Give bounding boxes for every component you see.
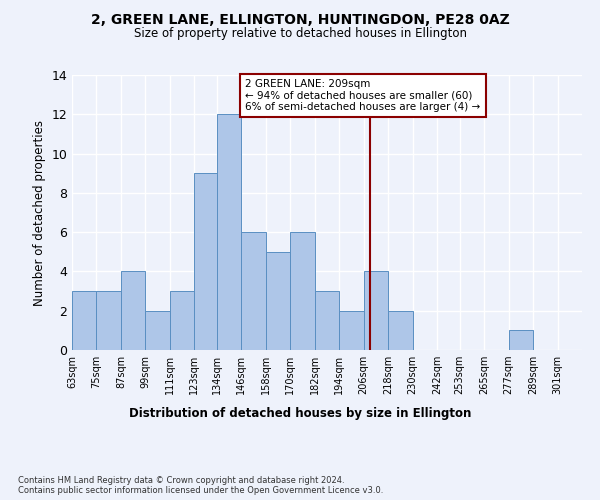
Bar bbox=[266, 252, 290, 350]
Bar bbox=[97, 291, 121, 350]
Y-axis label: Number of detached properties: Number of detached properties bbox=[33, 120, 46, 306]
Bar bbox=[194, 173, 217, 350]
Bar bbox=[72, 291, 97, 350]
Bar bbox=[145, 310, 170, 350]
Bar bbox=[339, 310, 364, 350]
Bar bbox=[315, 291, 339, 350]
Bar bbox=[388, 310, 413, 350]
Bar bbox=[290, 232, 315, 350]
Bar bbox=[121, 272, 145, 350]
Bar bbox=[364, 272, 388, 350]
Text: 2 GREEN LANE: 209sqm
← 94% of detached houses are smaller (60)
6% of semi-detach: 2 GREEN LANE: 209sqm ← 94% of detached h… bbox=[245, 79, 481, 112]
Bar bbox=[217, 114, 241, 350]
Bar bbox=[170, 291, 194, 350]
Bar bbox=[241, 232, 266, 350]
Text: Contains HM Land Registry data © Crown copyright and database right 2024.
Contai: Contains HM Land Registry data © Crown c… bbox=[18, 476, 383, 495]
Bar bbox=[509, 330, 533, 350]
Text: Size of property relative to detached houses in Ellington: Size of property relative to detached ho… bbox=[133, 28, 467, 40]
Text: Distribution of detached houses by size in Ellington: Distribution of detached houses by size … bbox=[129, 408, 471, 420]
Text: 2, GREEN LANE, ELLINGTON, HUNTINGDON, PE28 0AZ: 2, GREEN LANE, ELLINGTON, HUNTINGDON, PE… bbox=[91, 12, 509, 26]
